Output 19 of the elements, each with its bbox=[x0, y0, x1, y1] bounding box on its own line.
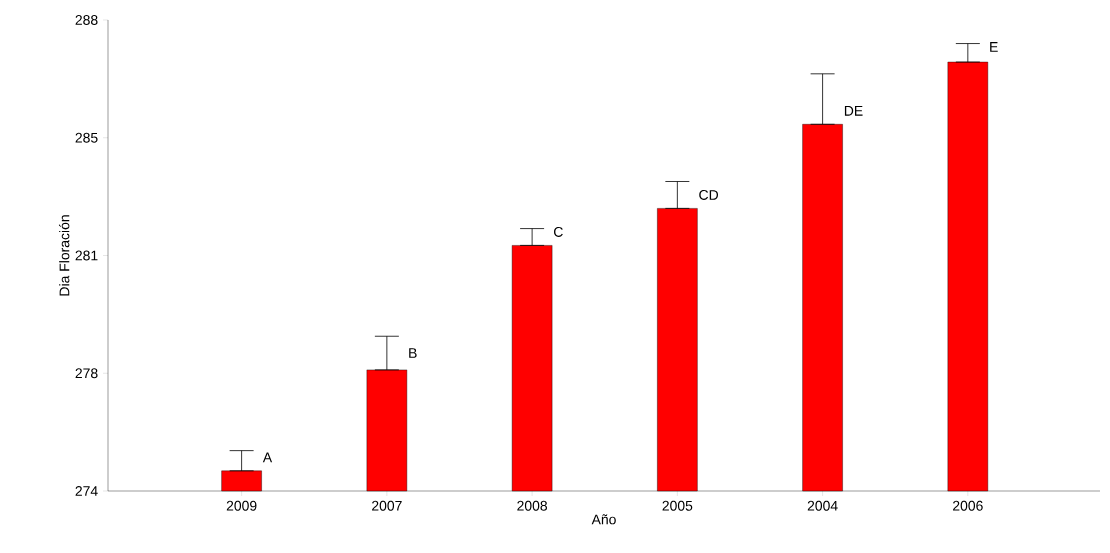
x-tick-label: 2005 bbox=[662, 500, 693, 511]
x-tick-label: 2006 bbox=[953, 500, 983, 511]
annotation: CD bbox=[699, 189, 719, 200]
annotation: B bbox=[409, 348, 417, 358]
annotation: E bbox=[990, 42, 998, 52]
x-axis-title: Año bbox=[591, 514, 616, 525]
y-tick-label: 285 bbox=[75, 132, 98, 143]
y-axis-title: Dia Floración bbox=[58, 215, 70, 296]
annotation: A bbox=[262, 452, 273, 463]
x-tick-label: 2004 bbox=[807, 500, 838, 511]
x-tick-label: 2009 bbox=[226, 500, 257, 511]
x-tick-label: 2008 bbox=[517, 500, 548, 511]
y-tick-label: 278 bbox=[75, 368, 98, 379]
x-tick-label: 2007 bbox=[372, 500, 402, 511]
y-tick-label: 274 bbox=[75, 486, 98, 496]
annotation: C bbox=[554, 227, 563, 237]
y-tick-label: 288 bbox=[75, 15, 98, 25]
annotation: DE bbox=[844, 106, 863, 116]
y-tick-label: 281 bbox=[75, 250, 98, 261]
